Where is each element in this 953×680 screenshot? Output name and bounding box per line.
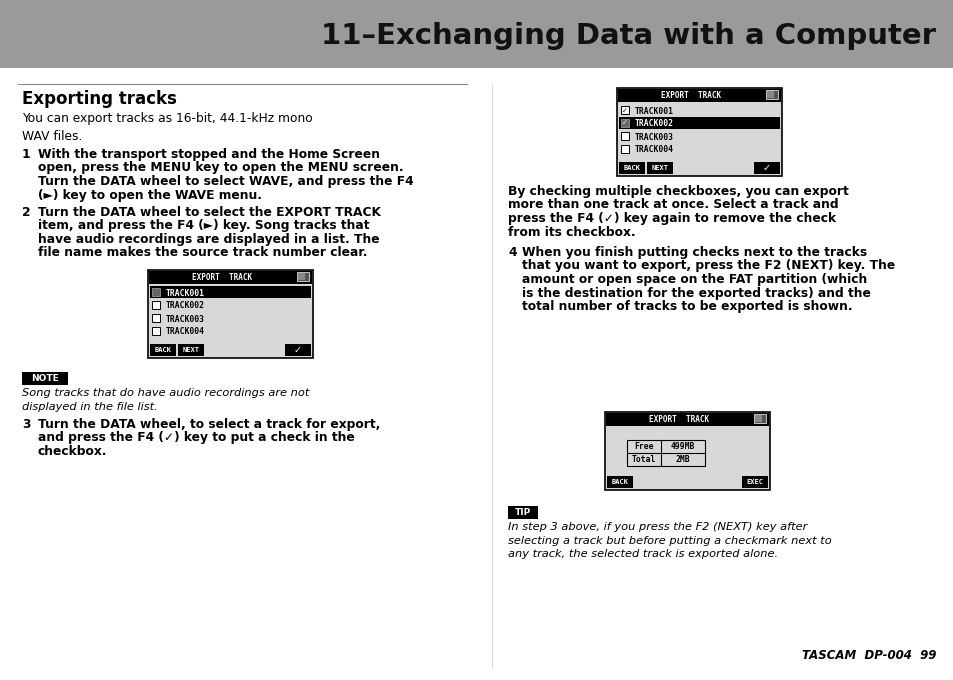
Text: 11–Exchanging Data with a Computer: 11–Exchanging Data with a Computer	[320, 22, 935, 50]
Text: Song tracks that do have audio recordings are not
displayed in the file list.: Song tracks that do have audio recording…	[22, 388, 309, 411]
Bar	[604, 412, 769, 490]
Text: checkbox.: checkbox.	[38, 445, 108, 458]
Bar	[178, 344, 204, 356]
Text: ✓: ✓	[621, 120, 627, 126]
Text: TRACK002: TRACK002	[635, 120, 673, 129]
Bar	[618, 162, 644, 174]
Bar	[152, 327, 160, 335]
Text: 2: 2	[22, 206, 30, 219]
Bar	[626, 440, 704, 466]
Bar	[296, 272, 309, 281]
Text: Free: Free	[634, 442, 653, 451]
Bar	[617, 88, 781, 176]
Bar	[22, 372, 68, 385]
Bar	[148, 270, 313, 358]
Text: When you finish putting checks next to the tracks: When you finish putting checks next to t…	[521, 246, 866, 259]
Text: total number of tracks to be exported is shown.: total number of tracks to be exported is…	[521, 300, 852, 313]
Text: You can export tracks as 16-bit, 44.1-kHz mono
WAV files.: You can export tracks as 16-bit, 44.1-kH…	[22, 112, 313, 143]
Bar	[618, 89, 781, 102]
Bar	[0, 0, 953, 68]
Text: BACK: BACK	[623, 165, 639, 171]
Bar	[753, 162, 780, 174]
Bar	[150, 344, 175, 356]
Text: TRACK002: TRACK002	[166, 301, 205, 311]
Text: By checking multiple checkboxes, you can export: By checking multiple checkboxes, you can…	[507, 185, 848, 198]
Text: that you want to export, press the F2 (NEXT) key. The: that you want to export, press the F2 (N…	[521, 260, 894, 273]
Text: 2MB: 2MB	[675, 455, 690, 464]
Bar	[766, 91, 773, 98]
Text: BACK: BACK	[154, 347, 172, 353]
Text: NOTE: NOTE	[31, 374, 59, 383]
Bar	[285, 344, 311, 356]
Text: ✓: ✓	[294, 345, 302, 355]
Text: EXPORT  TRACK: EXPORT TRACK	[649, 415, 709, 424]
Text: TRACK001: TRACK001	[166, 288, 205, 298]
Text: TRACK003: TRACK003	[635, 133, 673, 141]
Text: TRACK003: TRACK003	[166, 314, 205, 324]
Text: amount or open space on the FAT partition (which: amount or open space on the FAT partitio…	[521, 273, 866, 286]
Bar	[152, 288, 160, 296]
Text: Exporting tracks: Exporting tracks	[22, 90, 176, 108]
Text: TRACK001: TRACK001	[635, 107, 673, 116]
Text: Turn the DATA wheel, to select a track for export,: Turn the DATA wheel, to select a track f…	[38, 418, 380, 431]
Text: 3: 3	[22, 418, 30, 431]
Bar	[149, 271, 312, 284]
Bar	[620, 132, 628, 140]
Text: TASCAM  DP-004  99: TASCAM DP-004 99	[801, 649, 935, 662]
Bar	[618, 117, 780, 129]
Bar	[765, 90, 778, 99]
Text: 499MB: 499MB	[670, 442, 695, 451]
Text: EXPORT  TRACK: EXPORT TRACK	[660, 91, 720, 100]
Text: item, and press the F4 (►) key. Song tracks that: item, and press the F4 (►) key. Song tra…	[38, 220, 369, 233]
Bar	[152, 301, 160, 309]
Text: Total: Total	[631, 455, 656, 464]
Text: press the F4 (✓) key again to remove the check: press the F4 (✓) key again to remove the…	[507, 212, 835, 225]
Text: BACK: BACK	[611, 479, 628, 485]
Text: (►) key to open the WAVE menu.: (►) key to open the WAVE menu.	[38, 188, 262, 201]
Text: With the transport stopped and the Home Screen: With the transport stopped and the Home …	[38, 148, 379, 161]
Text: and press the F4 (✓) key to put a check in the: and press the F4 (✓) key to put a check …	[38, 432, 355, 445]
Text: from its checkbox.: from its checkbox.	[507, 226, 635, 239]
Text: Turn the DATA wheel to select WAVE, and press the F4: Turn the DATA wheel to select WAVE, and …	[38, 175, 414, 188]
Text: have audio recordings are displayed in a list. The: have audio recordings are displayed in a…	[38, 233, 379, 246]
Text: Turn the DATA wheel to select the EXPORT TRACK: Turn the DATA wheel to select the EXPORT…	[38, 206, 380, 219]
Bar	[646, 162, 672, 174]
Bar	[606, 476, 633, 488]
Bar	[297, 273, 305, 280]
Text: open, press the MENU key to open the MENU screen.: open, press the MENU key to open the MEN…	[38, 162, 403, 175]
Text: NEXT: NEXT	[182, 347, 199, 353]
Text: EXEC: EXEC	[745, 479, 762, 485]
Text: In step 3 above, if you press the F2 (NEXT) key after
selecting a track but befo: In step 3 above, if you press the F2 (NE…	[507, 522, 831, 559]
Bar	[152, 314, 160, 322]
Text: 4: 4	[507, 246, 516, 259]
Text: ✓: ✓	[621, 107, 627, 114]
Bar	[150, 286, 311, 298]
Text: more than one track at once. Select a track and: more than one track at once. Select a tr…	[507, 199, 838, 211]
Text: TIP: TIP	[515, 508, 531, 517]
Bar	[507, 506, 537, 519]
Bar	[741, 476, 767, 488]
Bar	[753, 414, 765, 423]
Text: ✓: ✓	[762, 163, 770, 173]
Bar	[605, 413, 768, 426]
Bar	[620, 119, 628, 127]
Text: TRACK004: TRACK004	[635, 146, 673, 154]
Text: 1: 1	[22, 148, 30, 161]
Text: NEXT: NEXT	[651, 165, 668, 171]
Text: is the destination for the exported tracks) and the: is the destination for the exported trac…	[521, 286, 870, 299]
Bar	[620, 106, 628, 114]
Bar	[754, 415, 761, 422]
Text: EXPORT  TRACK: EXPORT TRACK	[193, 273, 253, 282]
Text: TRACK004: TRACK004	[166, 328, 205, 337]
Bar	[620, 145, 628, 153]
Text: file name makes the source track number clear.: file name makes the source track number …	[38, 247, 367, 260]
